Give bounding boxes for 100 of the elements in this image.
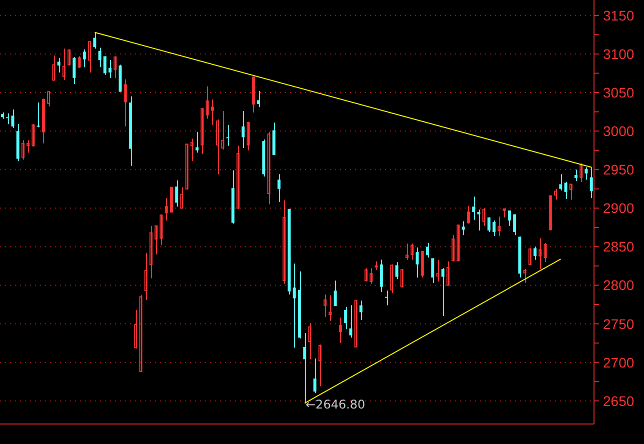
candlestick <box>523 268 526 284</box>
candlestick <box>216 118 220 175</box>
candlestick <box>313 358 316 394</box>
candlestick <box>590 166 593 199</box>
candlestick <box>6 112 10 125</box>
y-tick-label: 2900 <box>603 200 634 216</box>
candlestick <box>221 110 224 150</box>
candlestick <box>170 186 173 212</box>
candlestick <box>513 214 516 236</box>
annotation: ←2646.80 <box>306 397 366 412</box>
y-tick-label: 2850 <box>603 238 634 255</box>
candlestick <box>584 166 588 180</box>
candlestick <box>98 47 102 68</box>
candlestick <box>154 225 158 255</box>
candlestick <box>574 169 578 182</box>
candlestick <box>466 205 470 224</box>
candlestick <box>431 258 434 284</box>
candlestick <box>487 216 490 233</box>
candlestick <box>538 238 542 270</box>
candlestick <box>456 224 460 262</box>
candlestick <box>267 131 270 205</box>
y-tick-label: 2700 <box>603 354 634 370</box>
candlestick <box>150 225 152 279</box>
candlestick <box>564 181 568 200</box>
candlestick <box>52 55 56 81</box>
candlestick <box>508 210 511 226</box>
candlestick <box>196 131 199 154</box>
candlestick <box>344 306 348 330</box>
candlestick <box>559 174 562 191</box>
candlestick <box>569 184 572 200</box>
candlestick <box>380 259 383 293</box>
candlestick <box>446 260 450 286</box>
candlestick <box>164 198 168 221</box>
candlestick <box>210 98 214 126</box>
candlestick <box>303 332 306 404</box>
candlestick <box>282 200 286 284</box>
candlestick <box>114 56 117 78</box>
candlestick <box>528 248 532 266</box>
candlestick <box>139 294 142 372</box>
candlestick <box>180 186 184 209</box>
candlestick <box>441 268 444 317</box>
candlestick <box>72 56 76 85</box>
candlestick <box>206 86 209 120</box>
candlestick <box>426 242 430 258</box>
candlestick <box>406 243 409 260</box>
candlestick <box>32 124 35 147</box>
candlestick <box>395 262 398 280</box>
candlestick <box>349 304 352 338</box>
y-tick-label: 2750 <box>603 316 634 332</box>
candlestick <box>257 90 260 108</box>
candlestick <box>200 108 204 155</box>
candlestick <box>436 259 440 282</box>
y-tick-label: 3000 <box>603 123 634 140</box>
candlestick <box>477 209 480 231</box>
candlestick <box>554 188 558 200</box>
candlestick <box>21 140 24 160</box>
candlestick <box>328 294 332 322</box>
candlestick <box>47 90 50 107</box>
candlestick <box>93 32 96 50</box>
candlestick <box>278 174 281 202</box>
candlestick <box>103 56 106 76</box>
y-tick-label: 3100 <box>603 46 634 62</box>
candlestick <box>134 309 138 349</box>
candlestick <box>62 48 66 81</box>
candlestick <box>580 162 583 182</box>
candlestick <box>318 344 322 387</box>
candlestick <box>462 220 465 236</box>
candlestick <box>472 196 476 220</box>
candlestick <box>548 195 552 230</box>
candlestick <box>364 268 368 282</box>
candlestick <box>82 48 86 68</box>
candlestick <box>246 121 250 151</box>
candlestick <box>498 216 501 236</box>
candlestick <box>544 242 547 263</box>
candlestick <box>334 280 337 307</box>
candlestick <box>144 252 148 300</box>
candlestick <box>338 317 342 344</box>
candlestick <box>354 299 358 348</box>
candlestick <box>26 140 30 154</box>
y-tick-label: 3150 <box>603 7 634 24</box>
candlestick <box>252 76 255 114</box>
candlestick <box>242 110 245 149</box>
candlestick <box>36 102 40 128</box>
candlestick <box>370 268 373 284</box>
candlestick <box>400 268 404 288</box>
candlestick <box>452 234 455 262</box>
candlestick <box>175 180 178 208</box>
candlestick <box>124 78 127 127</box>
candlestick <box>420 250 424 278</box>
candlestick <box>42 98 45 144</box>
candlestick <box>108 60 112 78</box>
candlestick <box>324 294 327 318</box>
candlestick <box>185 144 188 190</box>
candlestick <box>482 208 486 226</box>
candlestick <box>308 322 312 360</box>
candlestick <box>292 263 296 348</box>
y-tick-label: 2800 <box>603 277 634 294</box>
candlestick <box>416 246 419 278</box>
candlestick <box>11 108 14 128</box>
candlestick <box>226 124 230 146</box>
